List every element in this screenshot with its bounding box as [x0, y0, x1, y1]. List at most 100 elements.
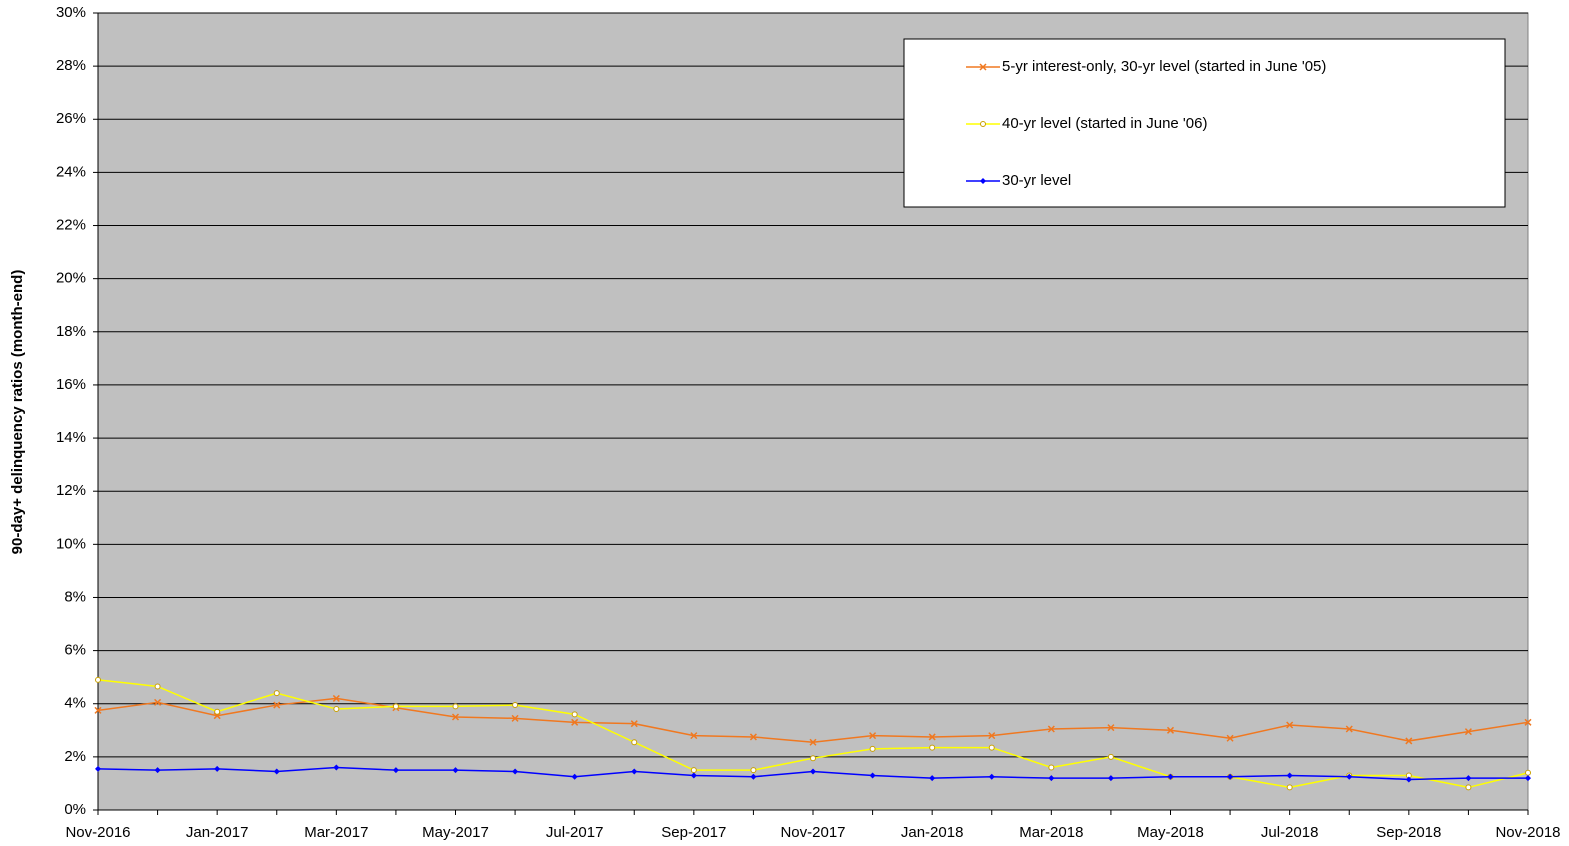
data-point — [631, 768, 638, 775]
y-tick-label: 26% — [56, 110, 86, 127]
y-tick-label: 12% — [56, 482, 86, 499]
data-point — [928, 733, 936, 741]
data-point — [630, 720, 638, 728]
legend-box — [903, 38, 1506, 208]
data-point — [1047, 725, 1055, 733]
data-point — [1226, 734, 1234, 742]
y-tick-label: 20% — [56, 270, 86, 287]
data-point — [690, 772, 697, 779]
data-point — [511, 714, 519, 722]
data-point — [95, 765, 101, 772]
data-point — [988, 732, 996, 740]
x-tick-label: Jan-2018 — [901, 824, 964, 841]
data-point — [512, 768, 519, 775]
data-point — [332, 694, 340, 702]
x-tick-label: Mar-2018 — [1019, 824, 1083, 841]
data-point — [392, 767, 399, 774]
data-point — [869, 745, 876, 752]
y-tick-label: 8% — [64, 588, 86, 605]
y-tick-label: 14% — [56, 429, 86, 446]
y-tick-label: 10% — [56, 535, 86, 552]
legend-label: 5-yr interest-only, 30-yr level (started… — [1002, 58, 1326, 75]
data-point — [1286, 772, 1293, 779]
data-point — [1227, 773, 1234, 780]
y-tick-label: 2% — [64, 748, 86, 765]
data-point — [154, 767, 161, 774]
data-point — [1525, 775, 1531, 782]
data-point — [1286, 784, 1293, 791]
legend-label: 40-yr level (started in June '06) — [1002, 115, 1207, 132]
x-tick-label: Jan-2017 — [186, 824, 249, 841]
y-tick-label: 28% — [56, 57, 86, 74]
data-point — [1465, 784, 1472, 791]
y-tick-label: 4% — [64, 695, 86, 712]
data-point — [154, 683, 161, 690]
data-point — [869, 732, 877, 740]
y-axis-label: 90-day+ delinquency ratios (month-end) — [9, 270, 26, 555]
data-point — [690, 767, 697, 774]
data-point — [1345, 725, 1353, 733]
data-point — [451, 713, 460, 721]
data-point — [809, 738, 817, 746]
x-tick-label: Sep-2018 — [1376, 824, 1441, 841]
data-point — [1524, 718, 1532, 726]
legend-marker — [980, 121, 986, 127]
y-tick-label: 22% — [56, 217, 86, 234]
x-tick-label: Jul-2017 — [546, 824, 604, 841]
data-point — [333, 764, 340, 771]
y-tick-label: 0% — [64, 801, 86, 818]
data-point — [690, 732, 698, 740]
y-tick-label: 6% — [64, 642, 86, 659]
data-point — [929, 775, 936, 782]
data-point — [810, 768, 816, 775]
x-tick-label: Sep-2017 — [661, 824, 726, 841]
y-tick-label: 16% — [56, 376, 86, 393]
data-point — [988, 773, 995, 780]
data-point — [452, 767, 459, 774]
legend-marker — [979, 63, 987, 71]
data-point — [571, 711, 578, 718]
data-point — [392, 703, 399, 710]
data-point — [571, 718, 579, 726]
data-point — [929, 744, 936, 751]
data-point — [1405, 776, 1412, 783]
data-point — [1167, 773, 1174, 780]
data-point — [273, 690, 280, 697]
data-point — [869, 772, 876, 779]
x-tick-label: Nov-2017 — [780, 824, 845, 841]
data-point — [988, 744, 995, 751]
data-point — [1465, 775, 1472, 782]
data-point — [273, 768, 280, 775]
x-tick-label: Nov-2016 — [65, 824, 130, 841]
x-tick-label: May-2018 — [1137, 824, 1204, 841]
data-point — [512, 702, 519, 709]
data-point — [1525, 769, 1531, 776]
data-point — [1346, 773, 1353, 780]
data-point — [1286, 721, 1294, 729]
data-point — [95, 676, 101, 683]
data-point — [94, 706, 102, 714]
data-point — [750, 773, 757, 780]
data-point — [1048, 775, 1055, 782]
data-point — [1107, 753, 1114, 760]
data-point — [273, 701, 281, 709]
y-tick-label: 18% — [56, 323, 86, 340]
x-tick-label: Jul-2018 — [1261, 824, 1319, 841]
data-point — [571, 773, 578, 780]
legend-marker — [980, 178, 986, 184]
y-tick-label: 30% — [56, 4, 86, 21]
x-tick-label: Mar-2017 — [304, 824, 368, 841]
y-tick-label: 24% — [56, 163, 86, 180]
data-point — [1405, 737, 1413, 745]
data-point — [631, 739, 638, 746]
data-point — [214, 765, 221, 772]
data-point — [1107, 724, 1115, 732]
legend-label: 30-yr level — [1002, 172, 1071, 189]
data-point — [750, 767, 757, 774]
data-point — [810, 755, 816, 762]
data-point — [452, 703, 459, 710]
data-point — [1107, 775, 1114, 782]
data-point — [1048, 764, 1055, 771]
